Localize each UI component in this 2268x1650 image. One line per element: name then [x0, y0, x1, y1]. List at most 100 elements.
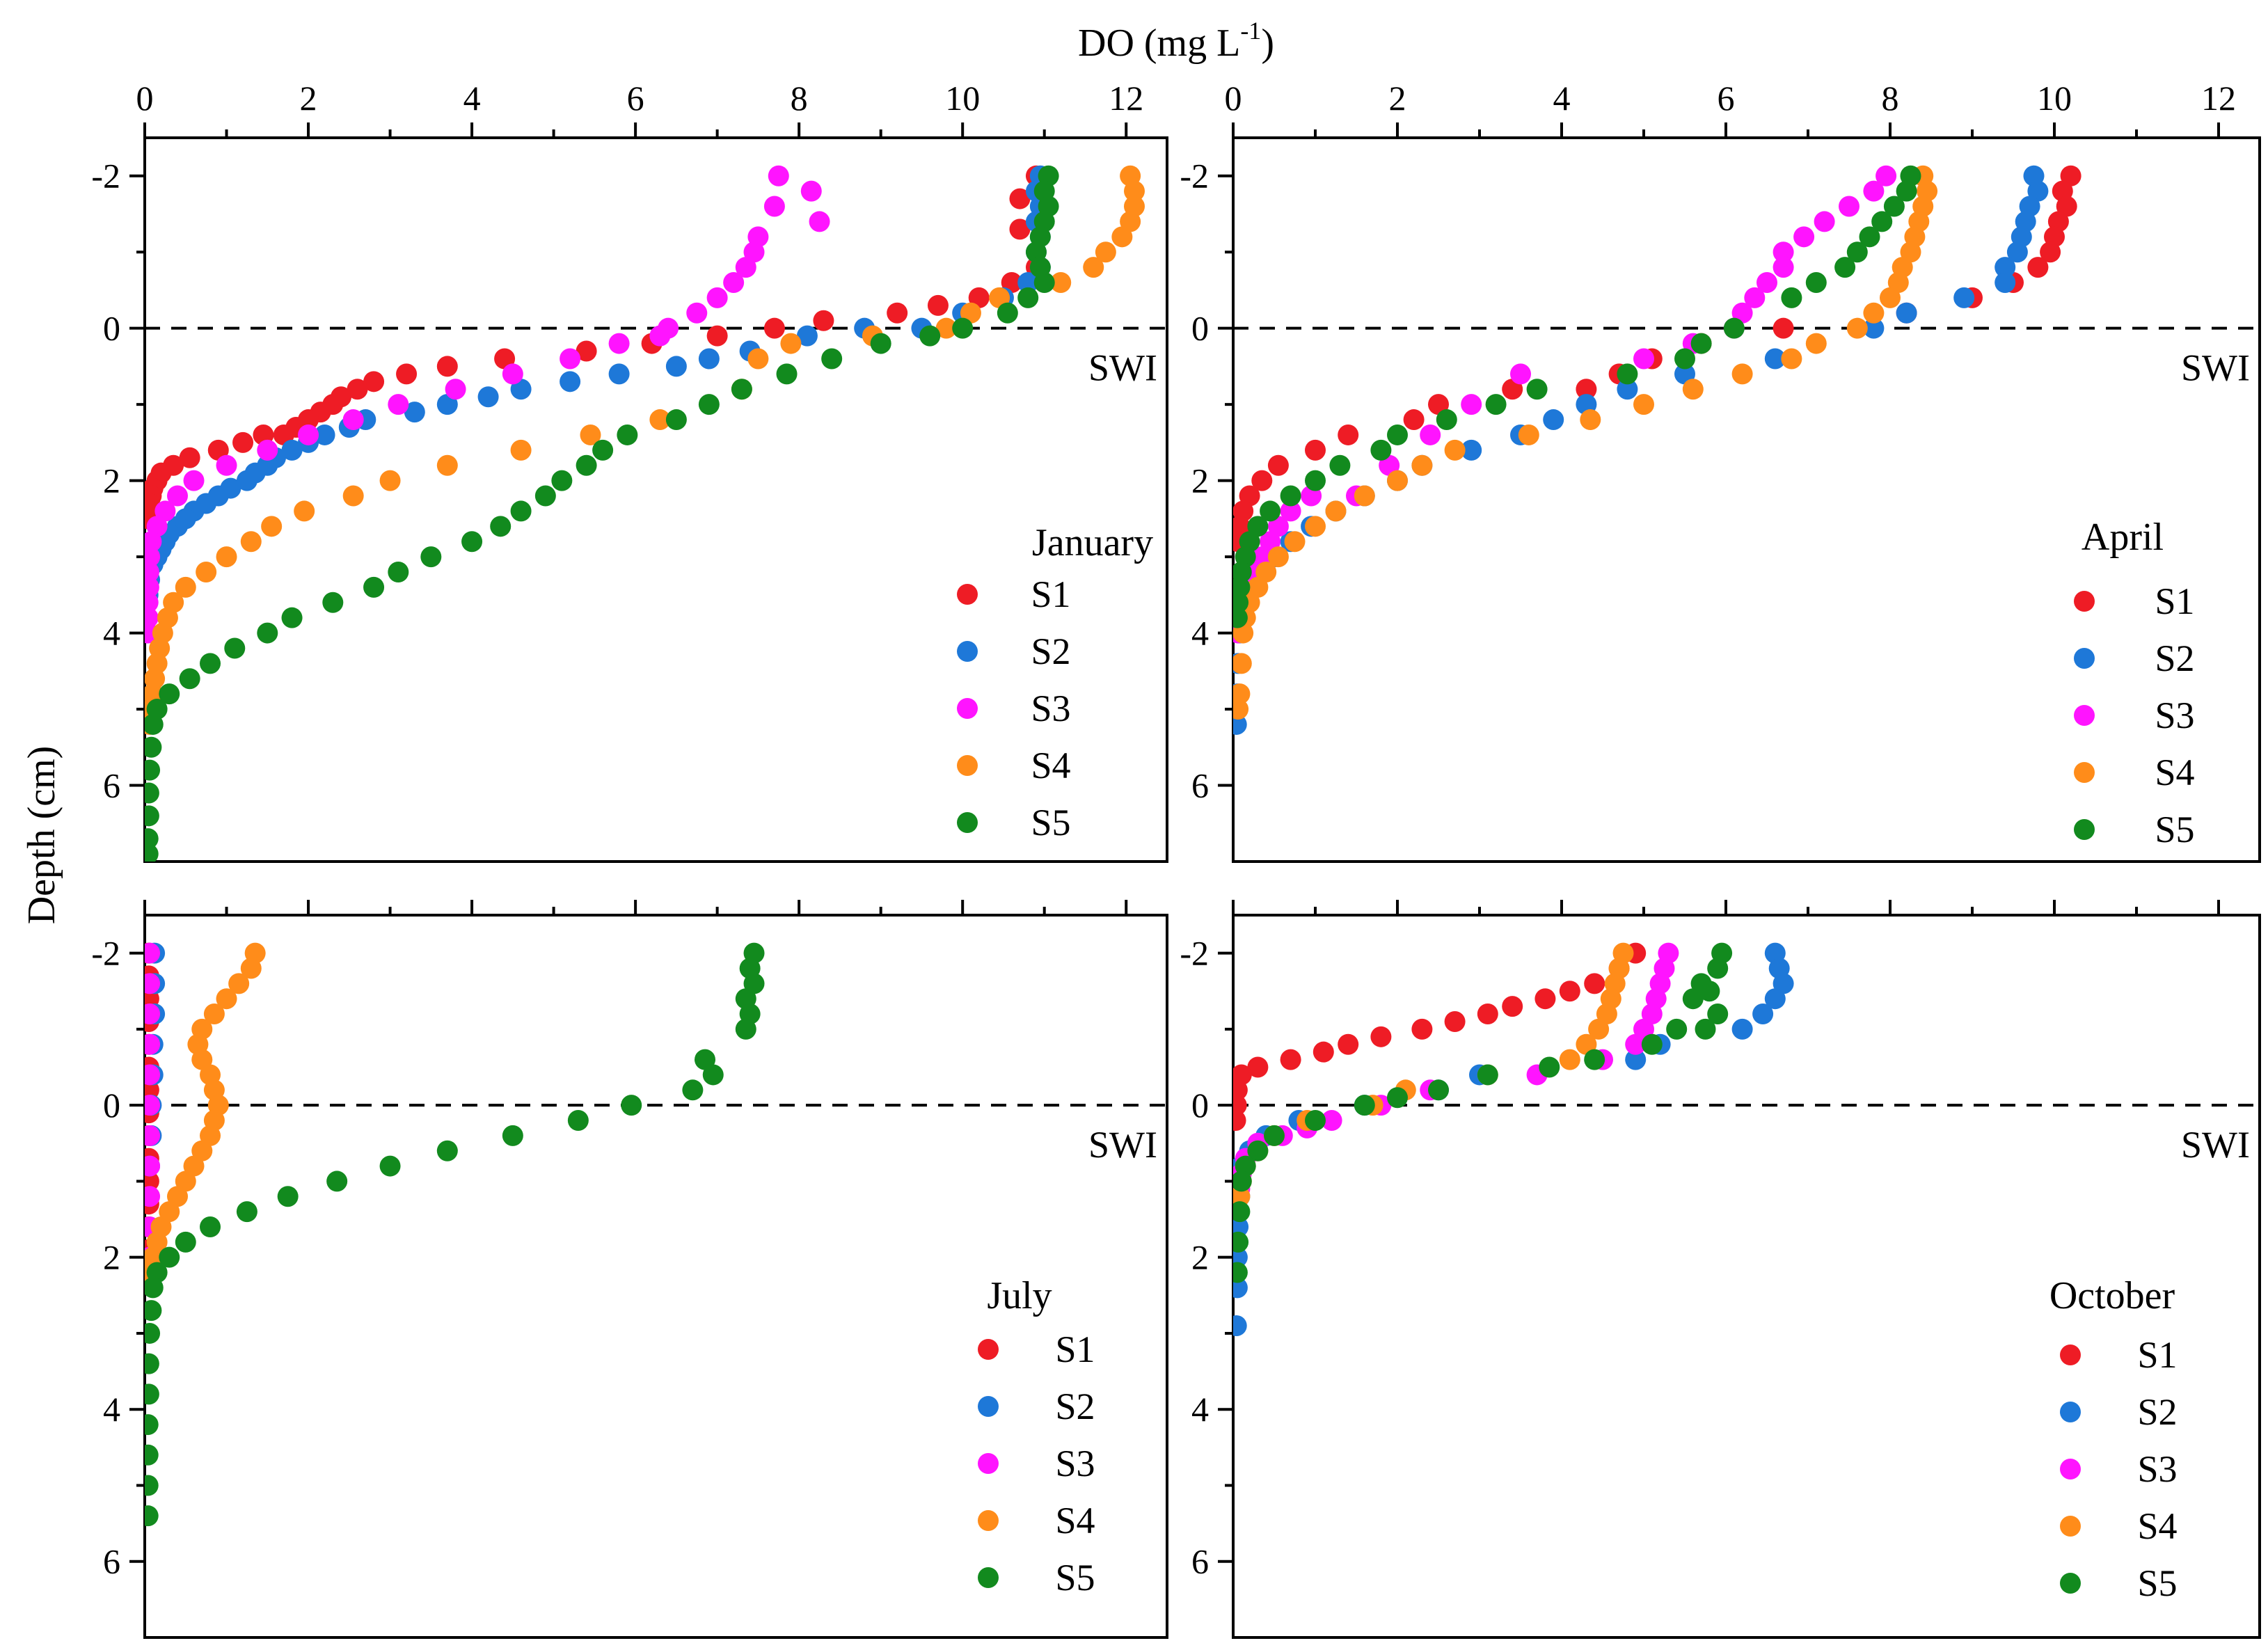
x-tick-label: 10	[2037, 79, 2072, 118]
data-point-s3	[686, 302, 708, 324]
data-point-s2	[1617, 379, 1638, 400]
legend-label-s5: S5	[1055, 1557, 1095, 1599]
data-point-s4	[1863, 302, 1885, 324]
data-point-s2	[1017, 272, 1039, 293]
data-point-s3	[216, 454, 237, 476]
data-point-s1	[179, 447, 200, 468]
data-point-s5	[1690, 333, 1712, 354]
data-point-s5	[821, 348, 843, 370]
data-point-s5	[145, 1383, 159, 1405]
x-tick-label: 4	[463, 79, 481, 118]
data-point-s1	[2056, 196, 2077, 217]
data-point-s1	[1267, 454, 1289, 476]
data-point-s5	[1859, 226, 1880, 248]
data-point-s5	[617, 424, 638, 445]
y-tick-label: 4	[1191, 614, 1209, 653]
legend-marker-s3	[957, 698, 978, 719]
data-point-s5	[1871, 211, 1893, 232]
panel-april: 0 2 4 6 8 10 12 -2 0 2 4 6 SWI April S1 S2 S3 S4 S5	[1180, 79, 2261, 863]
legend-marker-s5	[2074, 819, 2095, 840]
data-point-s4	[240, 531, 262, 553]
data-point-s1	[1535, 988, 1556, 1010]
data-point-s4	[1325, 500, 1347, 522]
data-point-s3	[445, 379, 466, 400]
data-point-s5	[1233, 1231, 1249, 1253]
data-point-s2	[314, 424, 335, 445]
data-point-s1	[813, 310, 834, 331]
data-point-s5	[698, 394, 720, 415]
data-point-s3	[743, 241, 765, 263]
data-point-s2	[1543, 409, 1564, 431]
data-point-s5	[436, 1140, 458, 1161]
data-point-s3	[145, 1125, 161, 1146]
y-tick-label: -2	[1180, 157, 1209, 196]
data-point-s3	[145, 1155, 161, 1177]
x-tick-label: 6	[627, 79, 644, 118]
data-points	[145, 942, 765, 1527]
data-point-s5	[145, 759, 161, 781]
data-point-s4	[1120, 211, 1141, 232]
data-point-s4	[1284, 531, 1306, 553]
data-point-s3	[1863, 180, 1885, 202]
data-point-s5	[731, 379, 752, 400]
data-point-s1	[887, 302, 908, 324]
data-point-s5	[420, 546, 442, 568]
data-point-s5	[682, 1079, 704, 1101]
data-point-s3	[723, 272, 745, 293]
data-point-s3	[1814, 211, 1835, 232]
data-point-s2	[1764, 348, 1786, 370]
data-point-s3	[1773, 241, 1794, 263]
x-tick-label: 2	[300, 79, 317, 118]
data-point-s4	[1233, 653, 1252, 674]
data-point-s5	[735, 1018, 756, 1040]
data-point-s3	[342, 409, 364, 431]
data-point-s2	[1233, 1315, 1247, 1337]
swi-label: SWI	[2181, 1124, 2250, 1166]
data-point-s5	[363, 576, 385, 598]
data-point-s5	[665, 409, 687, 431]
data-point-s2	[1863, 317, 1885, 339]
legend-label-s3: S3	[2155, 695, 2194, 736]
legend-label-s5: S5	[2137, 1562, 2177, 1604]
data-point-s5	[1539, 1056, 1560, 1078]
legend-label-s5: S5	[1031, 802, 1070, 843]
data-point-s1	[1338, 424, 1359, 445]
data-point-s3	[809, 211, 830, 232]
data-point-s5	[145, 1300, 162, 1322]
legend-marker-s4	[2074, 762, 2095, 783]
data-point-s2	[1896, 302, 1917, 324]
data-point-s1	[763, 317, 785, 339]
data-point-s4	[1233, 699, 1249, 720]
data-point-s5	[145, 1353, 159, 1374]
data-point-s5	[1834, 257, 1856, 278]
y-tick-label: 0	[1191, 1086, 1209, 1125]
x-tick-label: 12	[2201, 79, 2236, 118]
data-point-s1	[1584, 973, 1605, 994]
data-point-s5	[952, 317, 974, 339]
data-point-s3	[560, 348, 581, 370]
data-point-s1	[1338, 1033, 1359, 1055]
data-point-s2	[560, 371, 581, 392]
data-point-s5	[200, 1216, 221, 1237]
data-point-s4	[145, 668, 166, 690]
data-point-s5	[1280, 485, 1301, 507]
data-point-s5	[1584, 1049, 1605, 1070]
data-point-s3	[154, 500, 176, 522]
data-point-s1	[1370, 1026, 1392, 1047]
data-point-s5	[1707, 958, 1729, 979]
data-point-s2	[1953, 287, 1975, 308]
data-point-s2	[2027, 180, 2049, 202]
data-point-s3	[1744, 287, 1766, 308]
swi-label: SWI	[1088, 1124, 1157, 1166]
legend-marker-s3	[2060, 1459, 2081, 1480]
data-point-s1	[706, 325, 728, 347]
data-point-s1	[1477, 1004, 1498, 1025]
data-point-s1	[273, 424, 294, 445]
data-point-s1	[1247, 1056, 1269, 1078]
data-point-s3	[502, 363, 523, 385]
plot-frame	[1232, 136, 2261, 863]
y-tick-label: -2	[1180, 934, 1209, 973]
legend-label-s1: S1	[1031, 573, 1070, 615]
data-point-s2	[477, 386, 499, 408]
